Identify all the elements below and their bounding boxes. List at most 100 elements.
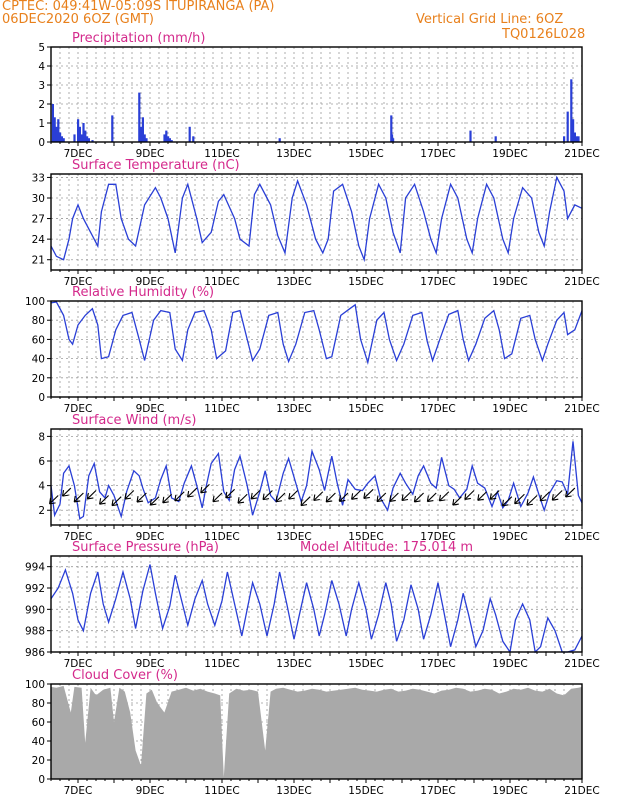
wind-arrow xyxy=(237,493,248,504)
precipitation-ytick-label: 2 xyxy=(38,99,45,111)
wind-arrow-shaft xyxy=(514,493,525,505)
wind-arrow-head xyxy=(250,492,258,500)
wind-xtick-label: 9DEC xyxy=(136,531,165,543)
temperature-xtick-label: 21DEC xyxy=(564,276,599,288)
temperature-ytick-label: 30 xyxy=(32,193,45,205)
wind-arrow-head xyxy=(187,490,194,498)
wind-arrow-shaft xyxy=(149,496,160,506)
wind-arrow-head xyxy=(376,495,384,503)
wind-arrow-head xyxy=(275,495,283,503)
wind-arrow-shaft xyxy=(414,492,424,503)
wind-arrow xyxy=(477,491,487,501)
wind-series-line xyxy=(50,441,583,520)
wind-arrow-head xyxy=(200,486,207,494)
cloud-cover-xtick-label: 11DEC xyxy=(204,785,239,797)
cloud-cover-ytick-label: 0 xyxy=(38,774,45,786)
precipitation-bar xyxy=(51,104,54,142)
wind-arrow xyxy=(99,495,109,505)
wind-arrow xyxy=(464,490,475,501)
wind-arrow xyxy=(452,496,462,506)
precipitation-xtick-label: 11DEC xyxy=(204,148,239,160)
wind-arrow xyxy=(501,496,513,507)
wind-arrow xyxy=(413,492,424,503)
precipitation-bar xyxy=(165,130,168,142)
wind-arrow-head xyxy=(73,495,81,503)
precipitation-bar xyxy=(55,126,58,142)
cloud-cover-area xyxy=(51,685,582,779)
wind-arrow xyxy=(136,492,147,503)
wind-xtick-label: 7DEC xyxy=(64,531,93,543)
wind-arrow xyxy=(551,490,563,501)
cloud-cover-ytick-label: 100 xyxy=(25,679,45,691)
wind-xtick-label: 13DEC xyxy=(276,531,311,543)
wind-arrow-shaft xyxy=(262,490,273,501)
wind-arrow-shaft xyxy=(401,491,412,501)
wind-arrow xyxy=(187,487,198,498)
pressure-title: Surface Pressure (hPa) xyxy=(72,540,219,555)
cloud-cover-xtick-label: 19DEC xyxy=(492,785,527,797)
humidity-panel: Relative Humidity (%) 0 20 40 60 80 100 7DEC 9DE… xyxy=(25,285,600,415)
precipitation-bar xyxy=(77,119,80,142)
grid-line-note: Vertical Grid Line: 6OZ xyxy=(416,12,564,27)
humidity-xtick-label: 15DEC xyxy=(348,403,383,415)
pressure-xtick-label: 21DEC xyxy=(564,658,599,670)
wind-arrow-shaft xyxy=(288,490,298,500)
temperature-xtick-label: 15DEC xyxy=(348,276,383,288)
wind-arrow-shaft xyxy=(62,487,72,497)
wind-arrow xyxy=(288,490,298,500)
precipitation-bar xyxy=(80,134,83,142)
wind-arrow-head xyxy=(526,499,534,506)
wind-arrow-shaft xyxy=(502,496,513,507)
wind-xtick-label: 19DEC xyxy=(492,531,527,543)
temperature-xtick-label: 17DEC xyxy=(420,276,455,288)
wind-arrow-head xyxy=(501,499,509,507)
wind-arrow xyxy=(174,491,185,502)
precipitation-bar xyxy=(188,126,191,142)
wind-arrow-head xyxy=(363,492,370,499)
precipitation-bar xyxy=(57,119,60,142)
cloud-cover-ytick-label: 40 xyxy=(32,736,45,748)
wind-arrow-head xyxy=(539,494,547,502)
cloud-cover-xtick-label: 9DEC xyxy=(136,785,165,797)
wind-arrow xyxy=(149,496,160,506)
cloud-cover-ytick-label: 60 xyxy=(32,717,45,729)
humidity-ytick-label: 80 xyxy=(32,315,45,327)
wind-arrow-head xyxy=(351,493,358,500)
wind-arrow xyxy=(426,492,437,503)
precipitation-title: Precipitation (mm/h) xyxy=(72,31,205,46)
humidity-series-line xyxy=(50,301,583,365)
wind-arrow xyxy=(565,487,576,498)
wind-arrow-head xyxy=(136,496,144,503)
cloud-cover-panel: Cloud Cover (%) 0 20 40 60 80 100 7DEC 9DEC 11DEC… xyxy=(25,668,600,797)
wind-arrow-shaft xyxy=(389,492,399,502)
precipitation-bar xyxy=(138,92,141,142)
model-code: TQ0126L028 xyxy=(502,27,586,42)
wind-arrow-head xyxy=(237,497,245,504)
precipitation-bar xyxy=(278,138,281,142)
precipitation-bar xyxy=(392,138,395,142)
precipitation-bar xyxy=(82,123,85,142)
precipitation-bar xyxy=(575,136,578,142)
precipitation-bar xyxy=(192,136,195,142)
pressure-frame xyxy=(50,555,583,653)
temperature-title: Surface Temperature (nC) xyxy=(72,158,240,173)
wind-arrow-shaft xyxy=(187,487,198,498)
wind-arrow-shaft xyxy=(452,496,462,506)
wind-arrow xyxy=(61,487,72,497)
temperature-ytick-label: 27 xyxy=(32,214,45,226)
temperature-ytick-label: 24 xyxy=(32,234,46,246)
wind-arrow xyxy=(212,492,223,503)
pressure-ytick-label: 988 xyxy=(25,626,45,638)
chart-header: CPTEC: 049:41W-05:09S ITUPIRANGA (PA) 06… xyxy=(0,0,618,45)
wind-arrow xyxy=(376,492,387,503)
wind-arrow-head xyxy=(477,494,484,501)
wind-xtick-label: 17DEC xyxy=(420,531,455,543)
humidity-title: Relative Humidity (%) xyxy=(72,285,214,300)
precipitation-bar xyxy=(143,134,146,142)
wind-arrow-head xyxy=(111,499,119,507)
temperature-frame xyxy=(50,173,583,271)
wind-ytick-label: 6 xyxy=(38,456,45,468)
wind-ytick-label: 2 xyxy=(38,505,45,517)
wind-arrow xyxy=(389,492,399,502)
wind-frame xyxy=(50,428,583,526)
